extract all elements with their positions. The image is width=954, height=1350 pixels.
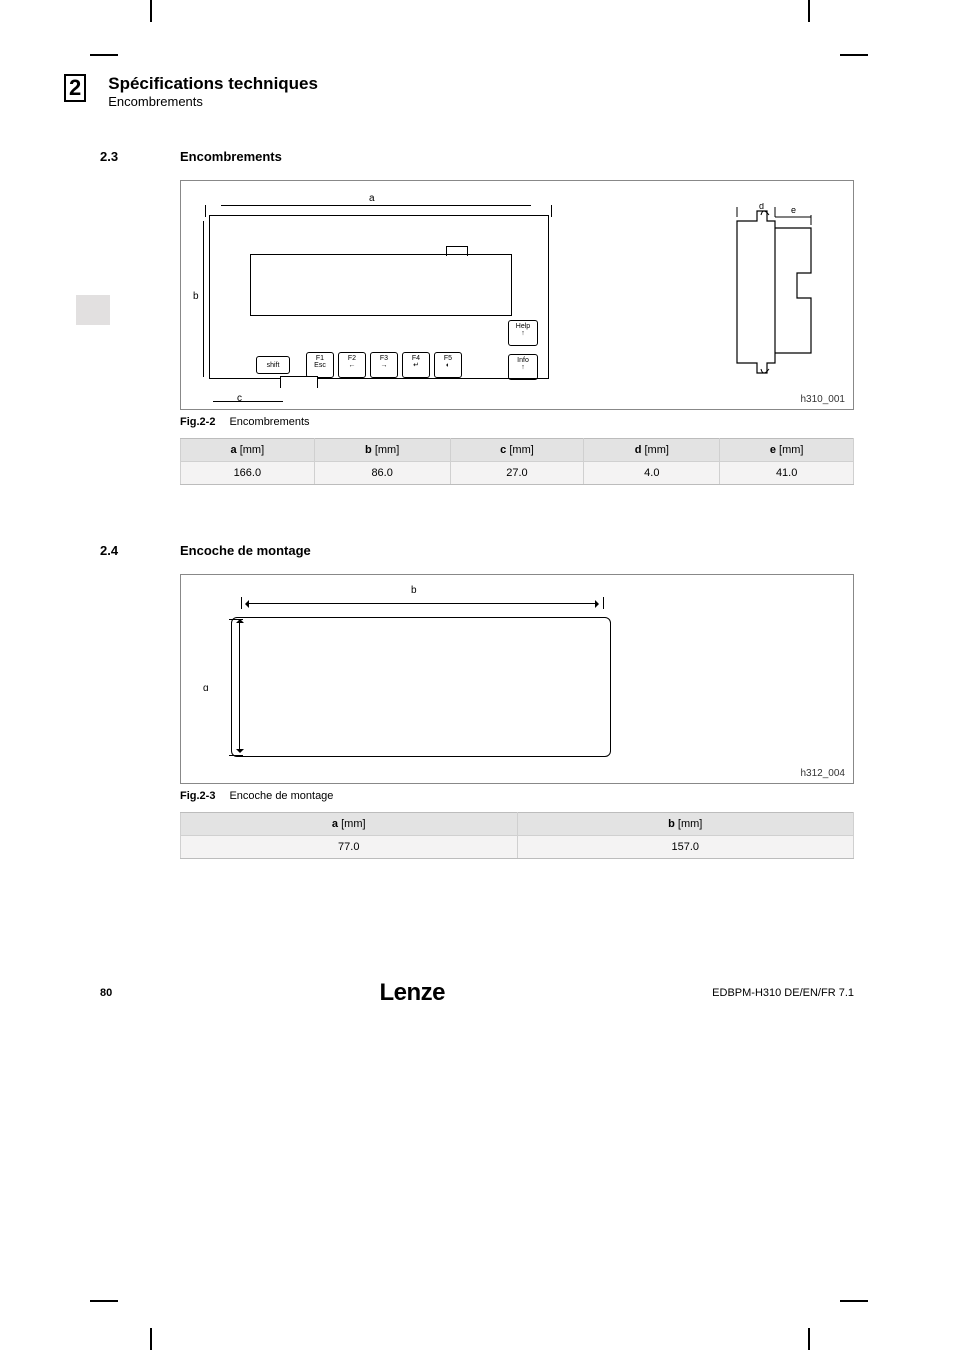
section-title: Encoche de montage xyxy=(180,543,311,558)
figure-ref: h312_004 xyxy=(801,768,846,779)
section-number: 2.4 xyxy=(100,543,140,558)
device-screen xyxy=(250,254,512,316)
dim-label-c: c xyxy=(237,393,242,404)
brand-logo: Lenze xyxy=(379,979,445,1007)
svg-text:e: e xyxy=(791,205,796,215)
dimensions-table-2: a [mm] b [mm] 77.0 157.0 xyxy=(180,812,854,859)
grey-tab xyxy=(76,295,110,325)
table-row: 166.0 86.0 27.0 4.0 41.0 xyxy=(181,462,854,485)
dim-label-b2: b xyxy=(411,585,417,596)
dim-label-a: a xyxy=(369,193,375,204)
figure-caption: Fig.2-3Encoche de montage xyxy=(180,790,854,802)
figure-encombrements: a Help ↑ Info ↑ shift F1Esc F2← xyxy=(180,180,854,410)
help-button: Help ↑ xyxy=(508,320,538,346)
chapter-subtitle: Encombrements xyxy=(108,94,318,109)
chapter-number: 2 xyxy=(64,74,86,102)
dim-label-a2: ɑ xyxy=(203,683,209,694)
function-keys: F1Esc F2← F3→ F4↵ F5◐ xyxy=(306,352,462,378)
shift-button: shift xyxy=(256,356,290,374)
device-side-profile: d e xyxy=(719,203,829,393)
document-reference: EDBPM-H310 DE/EN/FR 7.1 xyxy=(712,987,854,999)
table-header-row: a [mm] b [mm] xyxy=(181,813,854,836)
figure-encoche: b ɑ h312_004 xyxy=(180,574,854,784)
section-heading: 2.4 Encoche de montage xyxy=(100,543,854,558)
device-front: Help ↑ Info ↑ shift F1Esc F2← F3→ F4↵ F5… xyxy=(209,215,549,379)
info-button: Info ↑ xyxy=(508,354,538,380)
figure-ref: h310_001 xyxy=(801,394,846,405)
table-header-row: a [mm] b [mm] c [mm] d [mm] e [mm] xyxy=(181,439,854,462)
dimensions-table-1: a [mm] b [mm] c [mm] d [mm] e [mm] 166.0… xyxy=(180,438,854,485)
section-number: 2.3 xyxy=(100,149,140,164)
figure-caption: Fig.2-2Encombrements xyxy=(180,416,854,428)
page: 2 Spécifications techniques Encombrement… xyxy=(0,0,954,1047)
section-title: Encombrements xyxy=(180,149,282,164)
chapter-title: Spécifications techniques xyxy=(108,74,318,94)
chapter-header: 2 Spécifications techniques Encombrement… xyxy=(64,60,854,121)
section-heading: 2.3 Encombrements xyxy=(100,149,854,164)
page-footer: 80 Lenze EDBPM-H310 DE/EN/FR 7.1 xyxy=(100,979,854,1007)
cutout-outline xyxy=(231,617,611,757)
page-number: 80 xyxy=(100,987,112,999)
dim-label-b: b xyxy=(193,291,199,302)
svg-text:d: d xyxy=(759,203,764,211)
connector-slot xyxy=(280,376,318,388)
table-row: 77.0 157.0 xyxy=(181,836,854,859)
